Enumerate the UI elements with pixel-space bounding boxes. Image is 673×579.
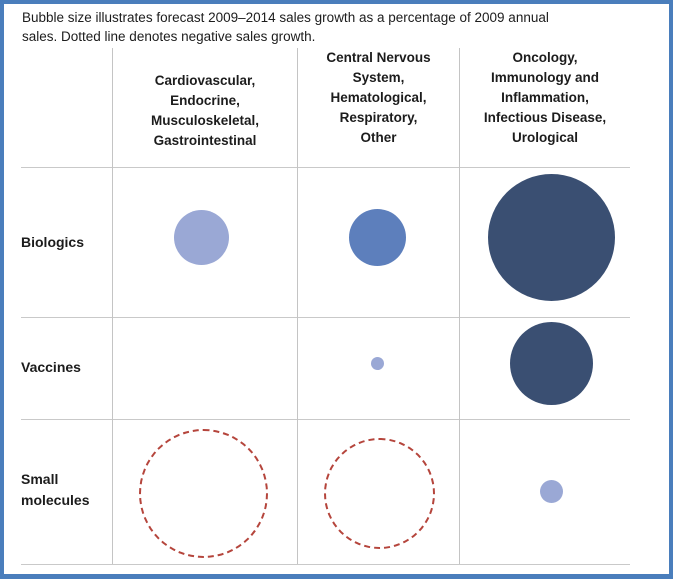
- grid-line-col1-right: [297, 48, 298, 564]
- bubble-2-2: [540, 479, 563, 503]
- row-label-vaccines: Vaccines: [21, 359, 81, 375]
- bubble-2-1: [324, 437, 435, 549]
- grid-line-header-bottom: [21, 167, 630, 168]
- bubble-0-2: [488, 173, 615, 301]
- grid-line-row2-bottom: [21, 419, 630, 420]
- row-label-biologics: Biologics: [21, 234, 85, 250]
- figure-caption: Bubble size illustrates forecast 2009–20…: [22, 10, 549, 44]
- bubble-0-0: [173, 209, 229, 265]
- column-header-oncology-group: Oncology, Immunology and Inflammation, I…: [483, 50, 607, 145]
- row-label-small-molecules: Small molecules: [21, 471, 90, 508]
- column-header-cns-group: Central Nervous System, Hematological, R…: [326, 50, 431, 145]
- bubble-0-1: [349, 208, 406, 266]
- column-header-cardiovascular-group: Cardiovascular, Endocrine, Musculoskelet…: [150, 73, 260, 148]
- bubble-2-0: [138, 428, 268, 558]
- grid-line-col2-right: [459, 48, 460, 564]
- grid-line-table-bottom: [21, 564, 630, 565]
- bubble-1-2: [510, 321, 593, 405]
- grid-line-row1-bottom: [21, 317, 630, 318]
- bubble-1-1: [371, 356, 384, 370]
- grid-line-col-labels-right: [112, 48, 113, 564]
